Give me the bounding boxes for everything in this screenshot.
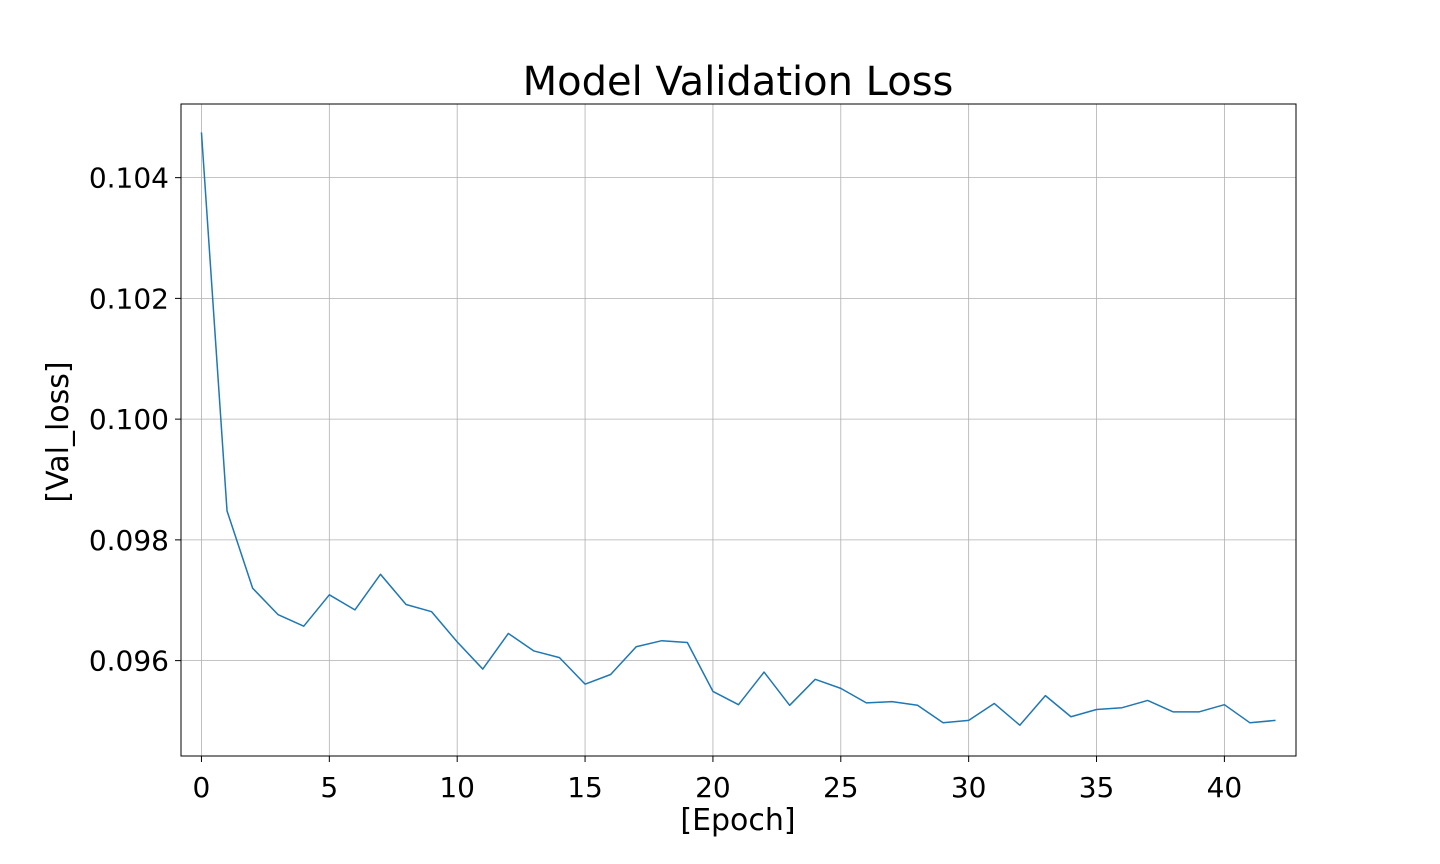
x-tick-label: 20 — [695, 771, 731, 804]
y-tick-label: 0.096 — [89, 645, 169, 678]
x-tick-label: 40 — [1207, 771, 1243, 804]
axis-ticks: 0 5 10 15 20 25 30 35 40 0.096 0.098 0.100 0.102 0.10… — [89, 162, 1242, 804]
x-tick-label: 25 — [823, 771, 859, 804]
grid — [181, 104, 1296, 756]
x-tick-label: 35 — [1079, 771, 1115, 804]
series-layer — [200, 132, 1276, 726]
x-tick-label: 15 — [567, 771, 603, 804]
y-axis-label: [Val_loss] — [41, 361, 76, 502]
y-tick-label: 0.102 — [89, 282, 169, 315]
plot-area-frame — [180, 103, 1297, 757]
x-tick-label: 5 — [320, 771, 338, 804]
x-tick-label: 10 — [439, 771, 475, 804]
y-tick-label: 0.104 — [89, 162, 169, 195]
chart-title: Model Validation Loss — [523, 59, 954, 105]
y-tick-label: 0.100 — [89, 403, 169, 436]
y-tick-label: 0.098 — [89, 524, 169, 557]
x-axis-label: [Epoch] — [680, 803, 795, 838]
x-tick-label: 0 — [193, 771, 211, 804]
x-tick-label: 30 — [951, 771, 987, 804]
series-line — [200, 132, 1276, 726]
